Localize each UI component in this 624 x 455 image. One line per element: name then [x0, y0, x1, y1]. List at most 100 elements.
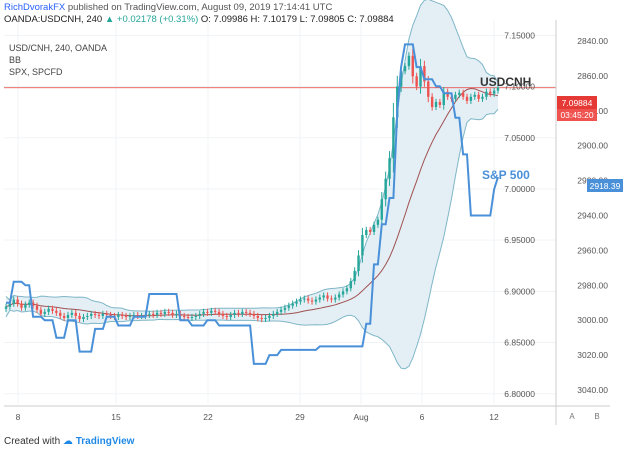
- candle: [12, 296, 15, 307]
- left-tick-label: 6.85000: [504, 338, 535, 348]
- candle: [442, 87, 445, 110]
- candle: [128, 312, 132, 321]
- right-tick-label: 2840.00: [577, 36, 608, 46]
- symbol-label: OANDA:USDCNH, 240: [4, 14, 103, 25]
- candle: [415, 72, 418, 91]
- change-up-icon: ▲: [104, 14, 115, 25]
- candle: [287, 302, 291, 311]
- usdcnh-last-price-badge: 7.09884 03:45:20: [557, 96, 597, 121]
- candle: [194, 312, 198, 321]
- svg-text:7.09884: 7.09884: [562, 98, 593, 108]
- right-tick-label: 2860.00: [577, 71, 608, 81]
- candle: [260, 314, 263, 323]
- svg-text:2918.39: 2918.39: [590, 181, 621, 191]
- candle: [167, 308, 170, 316]
- candle: [275, 308, 279, 317]
- candle: [171, 309, 174, 318]
- candle: [90, 310, 93, 320]
- right-tick-label: 2980.00: [577, 280, 608, 290]
- candle: [485, 88, 488, 100]
- candle: [283, 304, 287, 313]
- spx-line: [6, 43, 499, 365]
- right-tick-label: 3020.00: [577, 350, 608, 360]
- right-tick-label: 2960.00: [577, 245, 608, 255]
- time-tick-label: Aug: [353, 412, 368, 422]
- candle: [252, 310, 256, 320]
- candle: [372, 221, 376, 236]
- candle: [78, 312, 81, 323]
- candle: [380, 192, 383, 227]
- candle: [59, 309, 62, 320]
- candle: [465, 93, 469, 104]
- published-text: published on TradingView.com, August 09,…: [67, 2, 333, 13]
- candle: [225, 312, 229, 321]
- candle: [411, 48, 414, 84]
- legend-bb[interactable]: BB: [9, 55, 22, 65]
- left-axis-scale-label[interactable]: A: [569, 412, 575, 421]
- left-tick-label: 6.90000: [504, 286, 535, 296]
- candle: [310, 297, 314, 305]
- chart-header: RichDvorakFX published on TradingView.co…: [4, 2, 394, 26]
- candle: [427, 76, 430, 103]
- candle: [423, 60, 426, 87]
- bb-fill: [6, 0, 498, 369]
- candle: [244, 308, 248, 316]
- right-tick-label: 3000.00: [577, 315, 608, 325]
- author-name[interactable]: RichDvorakFX: [4, 2, 66, 13]
- candle: [136, 311, 139, 320]
- candle: [268, 312, 271, 322]
- candle: [210, 307, 213, 316]
- candle: [101, 310, 105, 320]
- candle: [233, 309, 236, 318]
- annotation-spx: S&P 500: [482, 168, 530, 182]
- right-axis-scale-label[interactable]: B: [594, 412, 599, 421]
- candle: [248, 309, 252, 317]
- candle: [492, 87, 496, 97]
- candle: [496, 84, 500, 94]
- candle: [388, 151, 391, 186]
- time-axis[interactable]: 8 15 22 29 Aug 6 12: [16, 412, 499, 422]
- candle: [279, 306, 283, 315]
- candle: [419, 58, 422, 94]
- candle: [229, 311, 232, 321]
- left-tick-label: 7.05000: [504, 133, 535, 143]
- candle: [392, 102, 395, 173]
- candle: [337, 291, 341, 301]
- candle: [39, 306, 43, 317]
- candle: [295, 298, 298, 307]
- candle: [407, 52, 411, 70]
- legend-overlay[interactable]: SPX, SPCFD: [9, 67, 63, 77]
- candle: [384, 171, 387, 207]
- candle: [272, 310, 275, 320]
- usdcnh-candles: [4, 48, 500, 323]
- candle: [117, 311, 120, 321]
- left-tick-label: 6.95000: [504, 235, 535, 245]
- candle: [82, 313, 85, 323]
- candle: [175, 310, 178, 318]
- candle: [314, 296, 318, 305]
- candle: [163, 308, 167, 317]
- legend-main-series[interactable]: USD/CNH, 240, OANDA: [9, 43, 108, 53]
- time-tick-label: 12: [489, 412, 499, 422]
- candle: [361, 227, 364, 263]
- candle: [148, 310, 151, 318]
- candle: [334, 294, 337, 303]
- candle: [16, 296, 19, 307]
- candle: [264, 314, 267, 323]
- bb-upper: [5, 0, 499, 312]
- candle: [4, 303, 8, 312]
- tradingview-brand[interactable]: TradingView: [75, 436, 135, 447]
- right-tick-label: 2940.00: [577, 210, 608, 220]
- annotation-usdcnh: USDCNH: [480, 75, 531, 89]
- candle: [473, 91, 476, 100]
- candle: [217, 308, 221, 317]
- candle: [430, 93, 434, 111]
- candle: [438, 98, 442, 109]
- left-price-axis[interactable]: 7.15000 7.10000 7.05000 7.00000 6.95000 6.900…: [504, 30, 535, 398]
- time-tick-label: 22: [203, 412, 213, 422]
- candle: [458, 89, 461, 98]
- candle: [213, 307, 217, 315]
- candle: [376, 216, 380, 228]
- time-tick-label: 8: [16, 412, 21, 422]
